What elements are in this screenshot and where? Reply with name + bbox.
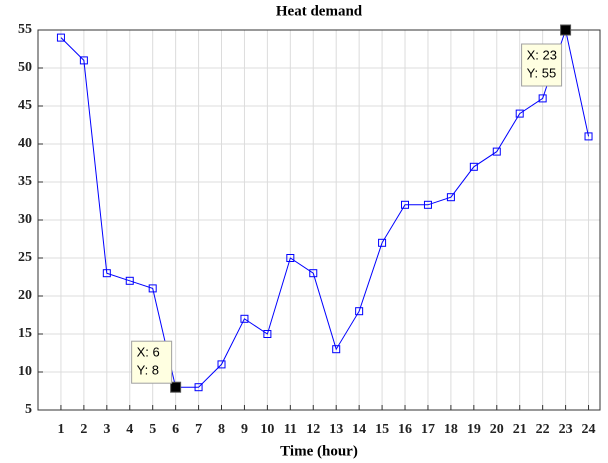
marker [469, 162, 478, 171]
marker [492, 147, 501, 156]
y-tick-label: 5 [25, 402, 32, 417]
marker [240, 314, 249, 323]
x-tick-label: 24 [582, 422, 596, 437]
datatip-marker [560, 24, 572, 36]
marker [125, 276, 134, 285]
datatip-box [521, 43, 563, 87]
x-tick-label: 19 [467, 422, 481, 437]
y-tick-label: 30 [18, 212, 32, 227]
y-tick-label: 25 [18, 250, 32, 265]
marker [332, 345, 341, 354]
marker [446, 193, 455, 202]
y-tick-label: 40 [18, 136, 32, 151]
x-tick-label: 21 [513, 422, 527, 437]
datatip-text: X: 6 [137, 345, 160, 360]
x-tick-label: 7 [195, 422, 202, 437]
y-tick-label: 35 [18, 174, 32, 189]
x-tick-label: 23 [559, 422, 573, 437]
marker [401, 200, 410, 209]
marker [584, 132, 593, 141]
x-tick-label: 9 [241, 422, 248, 437]
marker [423, 200, 432, 209]
y-tick-label: 20 [18, 288, 32, 303]
x-tick-label: 14 [352, 422, 366, 437]
x-axis-label: Time (hour) [280, 443, 358, 459]
x-tick-label: 15 [375, 422, 389, 437]
marker [286, 254, 295, 262]
x-tick-label: 8 [218, 422, 225, 437]
marker [538, 94, 547, 103]
x-tick-label: 16 [398, 422, 412, 437]
marker [217, 360, 226, 369]
y-tick-label: 45 [18, 98, 32, 113]
marker [378, 238, 387, 247]
chart-title: Heat demand [276, 3, 363, 19]
datatip-marker [170, 381, 182, 393]
marker [79, 56, 88, 65]
x-tick-label: 6 [172, 422, 179, 437]
x-tick-label: 10 [260, 422, 274, 437]
y-tick-label: 10 [18, 364, 32, 379]
y-tick-label: 55 [18, 22, 32, 37]
datatip-text: X: 23 [527, 47, 557, 62]
x-tick-label: 22 [536, 422, 550, 437]
x-tick-label: 17 [421, 422, 435, 437]
x-tick-label: 20 [490, 422, 504, 437]
x-tick-label: 1 [57, 422, 64, 437]
x-tick-label: 11 [284, 422, 297, 437]
y-tick-label: 15 [18, 326, 32, 341]
marker [355, 307, 364, 316]
x-tick-label: 13 [329, 422, 343, 437]
marker [309, 269, 318, 278]
x-tick-label: 2 [80, 422, 87, 437]
datatip-text: Y: 55 [527, 65, 557, 80]
datatip-text: Y: 8 [137, 363, 159, 378]
marker [56, 33, 65, 42]
marker [102, 269, 111, 278]
x-tick-label: 3 [103, 422, 110, 437]
marker [515, 109, 524, 118]
x-tick-label: 18 [444, 422, 458, 437]
y-tick-label: 50 [18, 60, 32, 75]
marker [263, 330, 272, 338]
datatip-box [131, 340, 173, 384]
marker [194, 383, 203, 392]
x-tick-label: 12 [306, 422, 320, 437]
marker [148, 284, 157, 293]
x-tick-label: 4 [126, 422, 133, 437]
plot-frame [37, 29, 601, 411]
x-tick-label: 5 [149, 422, 156, 437]
